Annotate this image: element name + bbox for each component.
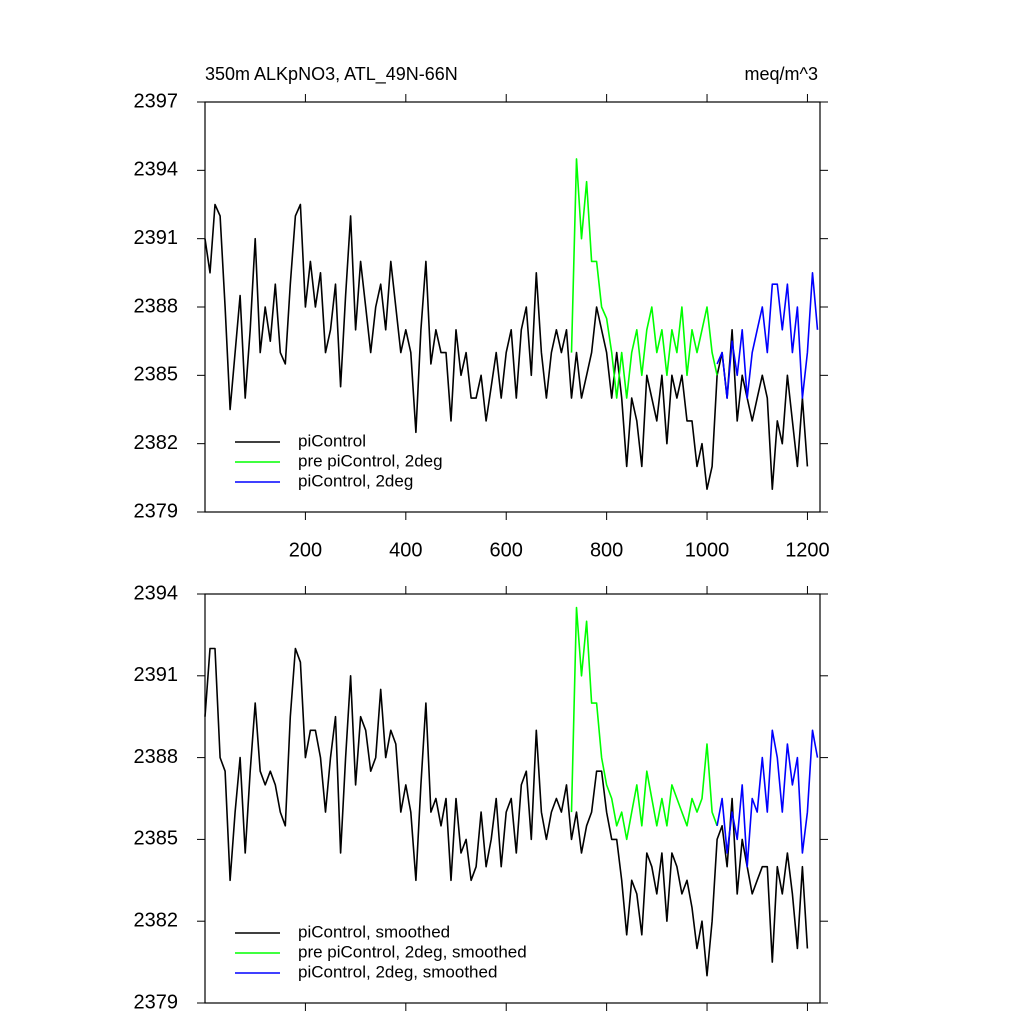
x-tick-label: 800	[590, 539, 623, 561]
y-tick-label: 2379	[134, 991, 179, 1013]
legend-label: piControl, 2deg, smoothed	[298, 962, 497, 981]
y-tick-label: 2391	[134, 227, 179, 249]
legend-label: pre piControl, 2deg, smoothed	[298, 942, 527, 961]
y-tick-label: 2391	[134, 664, 179, 686]
y-tick-label: 2379	[134, 500, 179, 522]
series-line	[570, 606, 718, 841]
y-tick-label: 2394	[134, 159, 179, 181]
units-label: meq/m^3	[745, 64, 818, 84]
x-tick-label: 1000	[685, 539, 730, 561]
y-tick-label: 2388	[134, 746, 179, 768]
series-line	[716, 729, 819, 868]
chart-title: 350m ALKpNO3, ATL_49N-66N	[205, 64, 458, 85]
series-line	[716, 272, 819, 399]
y-tick-label: 2388	[134, 295, 179, 317]
y-tick-label: 2385	[134, 828, 179, 850]
y-tick-label: 2385	[134, 364, 179, 386]
x-tick-label: 600	[490, 539, 523, 561]
plot-frame	[204, 593, 821, 1004]
y-tick-label: 2394	[134, 582, 179, 604]
x-tick-label: 200	[289, 539, 322, 561]
y-tick-label: 2382	[134, 909, 179, 931]
series-line	[570, 158, 718, 399]
series-line	[204, 203, 809, 490]
legend-label: piControl, smoothed	[298, 922, 450, 941]
x-tick-label: 400	[389, 539, 422, 561]
legend-label: pre piControl, 2deg	[298, 451, 443, 470]
x-tick-label: 1200	[785, 539, 830, 561]
y-tick-label: 2397	[134, 90, 179, 112]
legend-label: piControl	[298, 431, 366, 450]
legend-label: piControl, 2deg	[298, 471, 413, 490]
series-line	[204, 647, 809, 977]
y-tick-label: 2382	[134, 432, 179, 454]
